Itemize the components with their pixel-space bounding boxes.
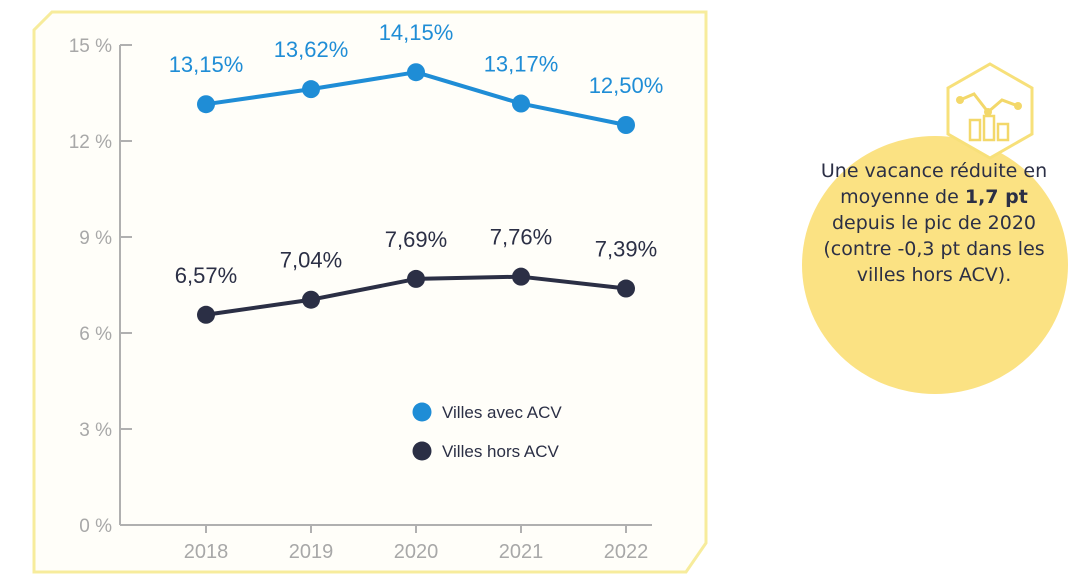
- x-tick-label: 2022: [604, 541, 649, 563]
- data-label: 13,17%: [484, 52, 559, 77]
- x-tick-label: 2019: [289, 541, 334, 563]
- x-tick-label: 2018: [184, 541, 229, 563]
- legend-label: Villes avec ACV: [442, 403, 562, 422]
- data-point: [407, 63, 425, 82]
- legend-marker: [412, 402, 432, 422]
- data-point: [302, 290, 320, 309]
- callout-text-after: depuis le pic de 2020 (contre -0,3 pt da…: [823, 212, 1045, 286]
- chart-hexagon-icon: [946, 62, 1034, 160]
- data-label: 13,15%: [169, 52, 244, 77]
- y-tick-label: 3 %: [79, 420, 112, 441]
- y-tick-label: 6 %: [79, 324, 112, 345]
- callout-highlight: 1,7 pt: [964, 186, 1028, 208]
- data-point: [512, 267, 530, 286]
- callout-text: Une vacance réduite en moyenne de 1,7 pt…: [818, 158, 1050, 288]
- data-point: [407, 269, 425, 288]
- data-point: [512, 94, 530, 113]
- data-point: [197, 305, 215, 324]
- data-label: 7,39%: [595, 237, 657, 262]
- data-label: 12,50%: [589, 73, 664, 98]
- y-tick-label: 12 %: [69, 132, 112, 153]
- y-tick-label: 9 %: [79, 228, 112, 249]
- callout-circle: [802, 136, 1068, 394]
- x-tick-label: 2020: [394, 541, 439, 563]
- data-point: [197, 95, 215, 114]
- chart-data-labels: 13,15% 13,62% 14,15% 13,17% 12,50% 6,57% 7,04%…: [169, 20, 664, 288]
- data-point: [617, 279, 635, 298]
- callout-text-before: Une vacance réduite en moyenne de: [820, 160, 1048, 208]
- data-label: 6,57%: [175, 263, 237, 288]
- line-chart: 0 % 3 % 6 % 9 % 12 % 15 % 2018 2019 2020 2021 2022…: [32, 10, 708, 574]
- data-label: 13,62%: [274, 37, 349, 62]
- y-tick-label: 15 %: [69, 36, 112, 57]
- chart-frame: [32, 10, 708, 574]
- chart-legend: Villes avec ACV Villes hors ACV: [412, 402, 562, 461]
- data-point: [617, 116, 635, 134]
- chart-panel: 0 % 3 % 6 % 9 % 12 % 15 % 2018 2019 2020 2021 2022…: [32, 10, 708, 574]
- legend-marker: [412, 441, 432, 461]
- chart-axes: 0 % 3 % 6 % 9 % 12 % 15 % 2018 2019 2020 2021 2022: [69, 36, 652, 563]
- data-point: [302, 80, 320, 99]
- y-tick-label: 0 %: [79, 516, 112, 537]
- x-tick-label: 2021: [499, 541, 544, 563]
- data-label: 7,04%: [280, 248, 342, 273]
- data-label: 14,15%: [379, 20, 454, 45]
- chart-lines: [197, 63, 635, 324]
- data-label: 7,76%: [490, 225, 552, 250]
- data-label: 7,69%: [385, 227, 447, 252]
- legend-label: Villes hors ACV: [442, 442, 560, 461]
